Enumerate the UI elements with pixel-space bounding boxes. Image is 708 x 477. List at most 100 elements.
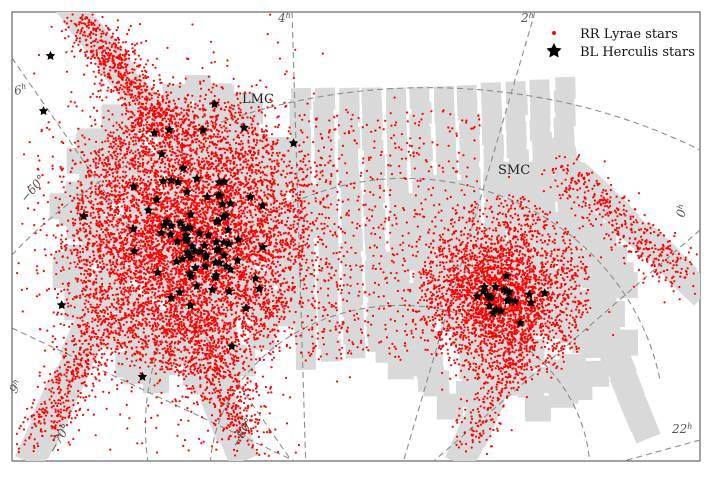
rr-lyrae-point: [206, 270, 209, 273]
rr-lyrae-point: [171, 328, 174, 331]
rr-lyrae-point: [152, 357, 155, 360]
rr-lyrae-point: [258, 453, 261, 456]
rr-lyrae-point: [294, 198, 297, 202]
rr-lyrae-point: [198, 347, 201, 350]
rr-lyrae-point: [326, 314, 329, 317]
rr-lyrae-point: [111, 175, 115, 178]
rr-lyrae-point: [167, 265, 170, 268]
rr-lyrae-point: [346, 299, 349, 303]
rr-lyrae-point: [213, 306, 216, 309]
rr-lyrae-point: [99, 247, 102, 250]
rr-lyrae-point: [178, 400, 181, 403]
rr-lyrae-point: [116, 269, 119, 272]
rr-lyrae-point: [292, 77, 295, 80]
rr-lyrae-point: [186, 294, 190, 297]
rr-lyrae-point: [247, 365, 250, 368]
rr-lyrae-point: [166, 347, 170, 350]
rr-lyrae-point: [64, 191, 67, 194]
rr-lyrae-point: [142, 142, 145, 145]
rr-lyrae-point: [248, 127, 251, 130]
rr-lyrae-point: [121, 231, 124, 234]
rr-lyrae-point: [81, 250, 85, 253]
rr-lyrae-point: [118, 306, 121, 309]
rr-lyrae-point: [96, 244, 99, 247]
rr-lyrae-point: [101, 161, 104, 164]
rr-lyrae-point: [83, 136, 86, 139]
footprint-tile: [408, 312, 435, 339]
rr-lyrae-point: [190, 180, 193, 183]
rr-lyrae-point: [175, 157, 178, 160]
rr-lyrae-point: [192, 185, 195, 188]
rr-lyrae-point: [256, 198, 259, 201]
rr-lyrae-point: [182, 444, 185, 447]
rr-lyrae-point: [65, 243, 68, 246]
rr-lyrae-point: [197, 195, 200, 198]
rr-lyrae-point: [62, 336, 65, 339]
rr-lyrae-point: [334, 231, 337, 234]
rr-lyrae-point: [174, 191, 177, 194]
rr-lyrae-point: [319, 171, 322, 174]
rr-lyrae-point: [248, 209, 251, 212]
rr-lyrae-point: [42, 194, 45, 197]
rr-lyrae-point: [272, 195, 275, 198]
rr-lyrae-point: [149, 154, 153, 157]
rr-lyrae-point: [16, 272, 19, 275]
rr-lyrae-point: [347, 198, 350, 201]
rr-lyrae-point: [115, 314, 118, 317]
rr-lyrae-point: [147, 175, 150, 178]
rr-lyrae-point: [137, 234, 140, 237]
rr-lyrae-point: [71, 298, 74, 301]
rr-lyrae-point: [203, 221, 206, 224]
rr-lyrae-point: [243, 185, 246, 188]
rr-lyrae-point: [156, 414, 159, 417]
rr-lyrae-point: [130, 360, 133, 363]
rr-lyrae-point: [212, 186, 215, 189]
rr-lyrae-point: [67, 219, 70, 222]
rr-lyrae-point: [120, 205, 123, 208]
rr-lyrae-point: [137, 312, 140, 315]
rr-lyrae-point: [216, 212, 219, 215]
rr-lyrae-point: [112, 124, 115, 127]
rr-lyrae-point: [121, 228, 124, 231]
rr-lyrae-point: [155, 121, 158, 125]
rr-lyrae-point: [107, 202, 110, 205]
rr-lyrae-point: [285, 104, 288, 107]
rr-lyrae-point: [189, 186, 192, 189]
rr-lyrae-point: [287, 149, 290, 152]
rr-lyrae-point: [198, 437, 201, 440]
rr-lyrae-point: [46, 329, 49, 332]
rr-lyrae-point: [152, 164, 155, 167]
rr-lyrae-point: [209, 128, 212, 131]
rr-lyrae-point: [239, 348, 242, 351]
rr-lyrae-point: [200, 416, 204, 419]
rr-lyrae-point: [265, 179, 268, 182]
rr-lyrae-point: [133, 167, 137, 170]
rr-lyrae-point: [209, 157, 212, 160]
rr-lyrae-point: [154, 292, 157, 295]
rr-lyrae-point: [312, 92, 315, 95]
rr-lyrae-point: [286, 137, 289, 140]
rr-lyrae-point: [175, 254, 178, 257]
rr-lyrae-point: [148, 123, 151, 126]
rr-lyrae-point: [64, 312, 67, 316]
rr-lyrae-point: [287, 130, 290, 133]
rr-lyrae-point: [109, 202, 112, 205]
rr-lyrae-point: [272, 350, 275, 354]
rr-lyrae-point: [127, 260, 130, 263]
rr-lyrae-point: [188, 284, 191, 287]
rr-lyrae-point: [183, 268, 186, 271]
rr-lyrae-point: [105, 235, 108, 238]
rr-lyrae-point: [323, 227, 326, 230]
rr-lyrae-point: [212, 167, 216, 170]
rr-lyrae-point: [139, 136, 142, 140]
rr-lyrae-point: [76, 249, 79, 252]
rr-lyrae-point: [253, 115, 256, 118]
rr-lyrae-point: [243, 360, 246, 363]
rr-lyrae-point: [240, 271, 243, 274]
rr-lyrae-point: [302, 240, 305, 243]
rr-lyrae-point: [244, 327, 247, 330]
rr-lyrae-point: [296, 183, 299, 186]
rr-lyrae-point: [262, 147, 265, 150]
rr-lyrae-point: [43, 248, 46, 251]
rr-lyrae-point: [306, 315, 309, 318]
